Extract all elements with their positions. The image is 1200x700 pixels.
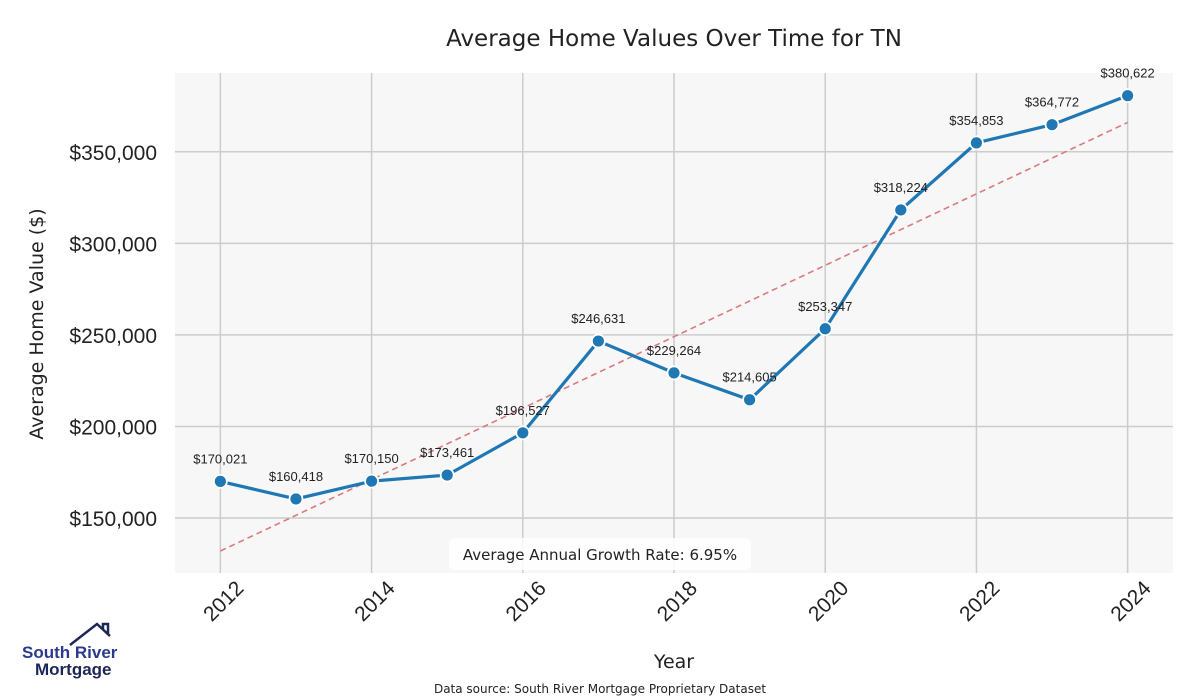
house-roof-icon: [69, 622, 111, 646]
data-point: [1044, 117, 1060, 133]
data-point: [212, 473, 228, 489]
data-point: [439, 467, 455, 483]
x-tick-label: 2016: [502, 577, 551, 626]
data-label: $354,853: [949, 113, 1003, 128]
data-labels: $170,021 $160,418 $170,150 $173,461 $196,527…: [193, 66, 1155, 484]
growth-rate-annotation: Average Annual Growth Rate: 6.95%: [463, 546, 737, 564]
logo: South River Mortgage: [22, 622, 118, 679]
data-label: $170,150: [344, 451, 398, 466]
x-axis-label: Year: [653, 651, 694, 673]
data-label: $173,461: [420, 445, 474, 460]
logo-line-1: South River: [22, 643, 118, 662]
x-tick-label: 2020: [804, 577, 853, 626]
data-label: $318,224: [874, 180, 928, 195]
x-axis-ticks: 2012 2014 2016 2018 2020 2022 2024: [199, 577, 1156, 627]
y-tick-label: $200,000: [69, 416, 157, 439]
annotation-box: [449, 538, 751, 570]
x-tick-label: 2018: [653, 577, 702, 626]
data-label: $253,347: [798, 299, 852, 314]
data-label: $246,631: [571, 311, 625, 326]
data-point: [1120, 88, 1136, 104]
data-label: $214,605: [722, 370, 776, 385]
data-point: [515, 425, 531, 441]
data-point: [893, 202, 909, 218]
x-tick-label: 2012: [199, 577, 248, 626]
logo-line-2: Mortgage: [35, 660, 112, 679]
data-label: $196,527: [496, 403, 550, 418]
trend-line: [220, 121, 1128, 552]
y-tick-label: $350,000: [69, 142, 157, 165]
data-label: $170,021: [193, 451, 247, 466]
data-label: $380,622: [1101, 66, 1155, 81]
data-point: [288, 491, 304, 507]
data-point: [969, 135, 984, 151]
data-point: [817, 321, 833, 337]
data-point: [742, 392, 758, 408]
data-label: $160,418: [269, 469, 323, 484]
data-point: [666, 365, 682, 381]
y-axis-label: Average Home Value ($): [26, 208, 48, 439]
data-point: [364, 473, 379, 489]
x-tick-label: 2014: [350, 577, 400, 627]
y-tick-label: $300,000: [69, 233, 157, 256]
y-axis-ticks: $150,000 $200,000 $250,000 $300,000 $350,000: [69, 142, 157, 531]
data-source-note: Data source: South River Mortgage Propri…: [434, 682, 766, 696]
y-tick-label: $150,000: [69, 508, 157, 531]
data-label: $364,772: [1025, 95, 1079, 110]
x-tick-label: 2022: [955, 577, 1004, 626]
y-tick-label: $250,000: [69, 325, 157, 348]
data-label: $229,264: [647, 343, 701, 358]
x-tick-label: 2024: [1106, 577, 1156, 627]
chart-title: Average Home Values Over Time for TN: [446, 26, 902, 52]
data-point: [590, 333, 606, 349]
data-points: [212, 88, 1136, 507]
